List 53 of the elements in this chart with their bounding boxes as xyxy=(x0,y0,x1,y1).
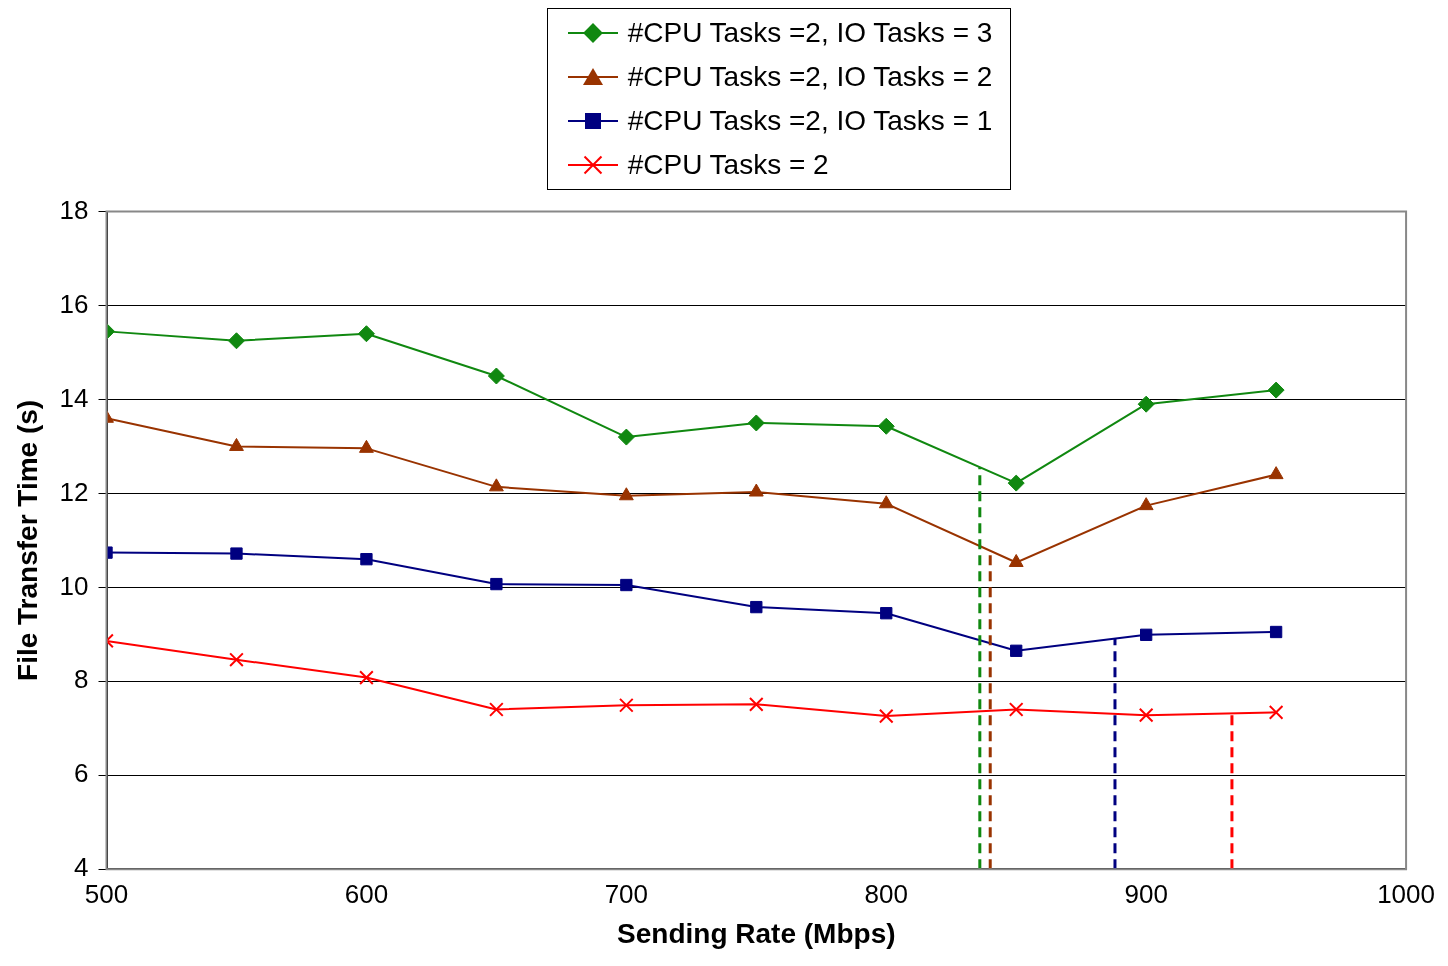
x-tick-label: 800 xyxy=(864,878,908,909)
point xyxy=(618,697,634,713)
legend-label: #CPU Tasks =2, IO Tasks = 1 xyxy=(627,104,993,138)
legend-label: #CPU Tasks =2, IO Tasks = 3 xyxy=(627,16,993,50)
point xyxy=(1007,474,1025,492)
point xyxy=(488,478,504,492)
point xyxy=(1137,395,1155,413)
point xyxy=(878,708,894,724)
point xyxy=(359,670,374,685)
point xyxy=(230,547,243,560)
point xyxy=(487,367,505,385)
point xyxy=(750,600,763,614)
point xyxy=(1267,381,1285,399)
x-tick-label: 900 xyxy=(1124,878,1168,909)
legend-label: #CPU Tasks =2, IO Tasks = 2 xyxy=(627,60,993,94)
y-tick-label: 12 xyxy=(59,476,89,507)
legend-label: #CPU Tasks = 2 xyxy=(627,148,829,182)
point xyxy=(1140,628,1153,641)
y-tick-label: 18 xyxy=(59,194,89,225)
point xyxy=(357,325,375,343)
point xyxy=(229,437,244,451)
point xyxy=(490,577,503,591)
point xyxy=(359,439,374,453)
point xyxy=(1010,644,1023,657)
x-tick-label: 700 xyxy=(604,878,649,909)
point xyxy=(880,607,893,620)
point xyxy=(1268,466,1284,480)
point xyxy=(360,553,373,566)
point xyxy=(229,652,244,668)
point xyxy=(618,487,634,501)
point xyxy=(748,483,764,497)
y-tick-label: 14 xyxy=(59,382,89,413)
x-axis-title: Sending Rate (Mbps) xyxy=(617,917,896,949)
point xyxy=(1008,702,1024,717)
point xyxy=(877,417,895,435)
y-tick-label: 6 xyxy=(74,758,89,789)
point xyxy=(747,414,765,432)
point xyxy=(1138,707,1154,723)
y-tick-label: 8 xyxy=(74,664,89,695)
point xyxy=(1269,625,1283,639)
point xyxy=(748,696,764,712)
point xyxy=(227,332,245,350)
point xyxy=(1268,704,1284,720)
point xyxy=(489,702,504,717)
point xyxy=(617,428,635,446)
y-tick-label: 10 xyxy=(59,570,89,601)
point xyxy=(620,578,633,592)
point xyxy=(1138,497,1154,511)
y-tick-label: 16 xyxy=(59,288,89,319)
point xyxy=(878,495,894,509)
x-tick-label: 600 xyxy=(344,878,389,909)
y-axis-title: File Transfer Time (s) xyxy=(11,399,43,681)
x-tick-label: 1000 xyxy=(1377,878,1435,909)
